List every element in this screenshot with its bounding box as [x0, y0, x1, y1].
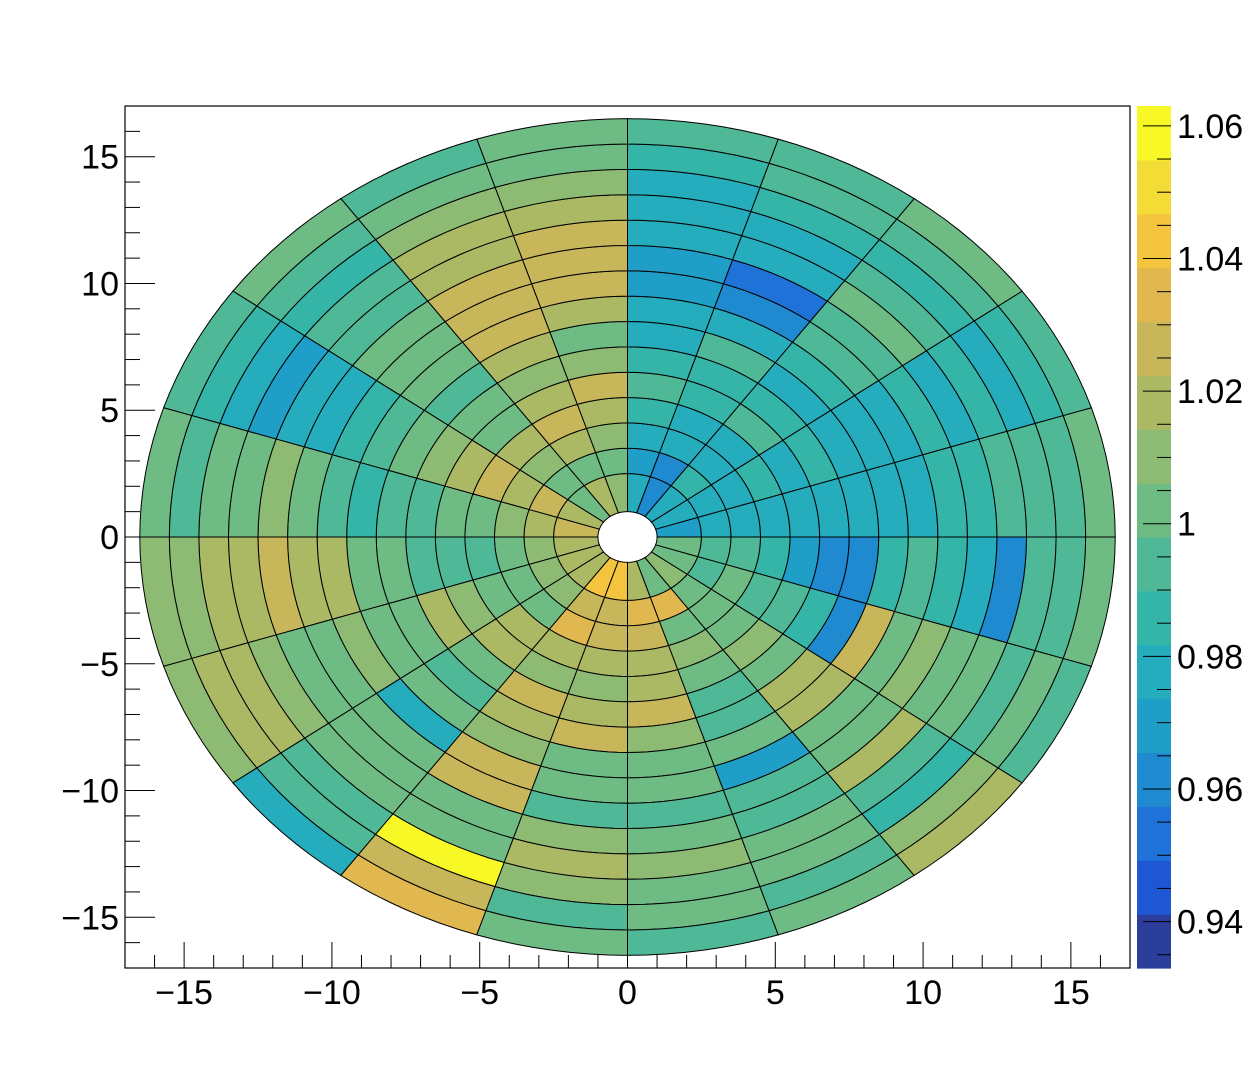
color-scale-swatch	[1137, 752, 1171, 807]
y-axis-tick-labels: 15 10 5 0 −5 −10 −15	[61, 139, 119, 938]
color-scale-label: 1	[1177, 506, 1196, 544]
color-scale-swatch	[1137, 321, 1171, 376]
x-tick-label: 15	[1052, 974, 1090, 1012]
y-tick-label: 10	[81, 265, 119, 303]
y-tick-label: −5	[80, 646, 119, 684]
y-tick-label: 15	[81, 139, 119, 177]
color-scale-label: 1.04	[1177, 241, 1243, 279]
x-tick-label: 0	[618, 974, 637, 1012]
y-tick-label: 5	[100, 392, 119, 430]
color-scale-labels: 0.94 0.96 0.98 1 1.02 1.04 1.06	[1177, 108, 1243, 942]
color-scale-label: 0.96	[1177, 771, 1243, 809]
color-scale-swatch	[1137, 698, 1171, 754]
color-scale-bar	[1137, 106, 1171, 969]
color-scale-swatch	[1137, 914, 1171, 969]
color-scale-label: 1.02	[1177, 373, 1243, 411]
color-scale-swatch	[1137, 483, 1171, 538]
color-scale-label: 0.94	[1177, 904, 1243, 942]
color-scale-swatch	[1137, 213, 1171, 269]
y-tick-label: −15	[61, 899, 119, 937]
color-scale-swatch	[1137, 644, 1171, 700]
x-tick-label: −15	[155, 974, 213, 1012]
color-scale-swatch	[1137, 106, 1171, 161]
color-scale-swatch	[1137, 537, 1171, 592]
y-tick-label: 0	[100, 519, 119, 557]
color-scale-label: 0.98	[1177, 638, 1243, 676]
color-scale-swatch	[1137, 860, 1171, 915]
color-scale-swatch	[1137, 429, 1171, 484]
x-tick-label: 5	[766, 974, 785, 1012]
color-scale-swatch	[1137, 159, 1171, 215]
heatmap-cells	[139, 118, 1116, 956]
x-tick-label: −10	[303, 974, 361, 1012]
x-axis-tick-labels: −15 −10 −5 0 5 10 15	[155, 974, 1090, 1012]
color-scale-swatch	[1137, 590, 1171, 646]
color-scale-swatch	[1137, 806, 1171, 861]
color-scale-swatch	[1137, 267, 1171, 323]
y-tick-label: −10	[61, 773, 119, 811]
x-tick-label: −5	[460, 974, 499, 1012]
heatmap-cell	[1062, 536, 1116, 667]
x-tick-label: 10	[904, 974, 942, 1012]
color-scale-label: 1.06	[1177, 108, 1243, 146]
axis-ticks	[125, 130, 1101, 968]
color-scale-swatch	[1137, 375, 1171, 430]
